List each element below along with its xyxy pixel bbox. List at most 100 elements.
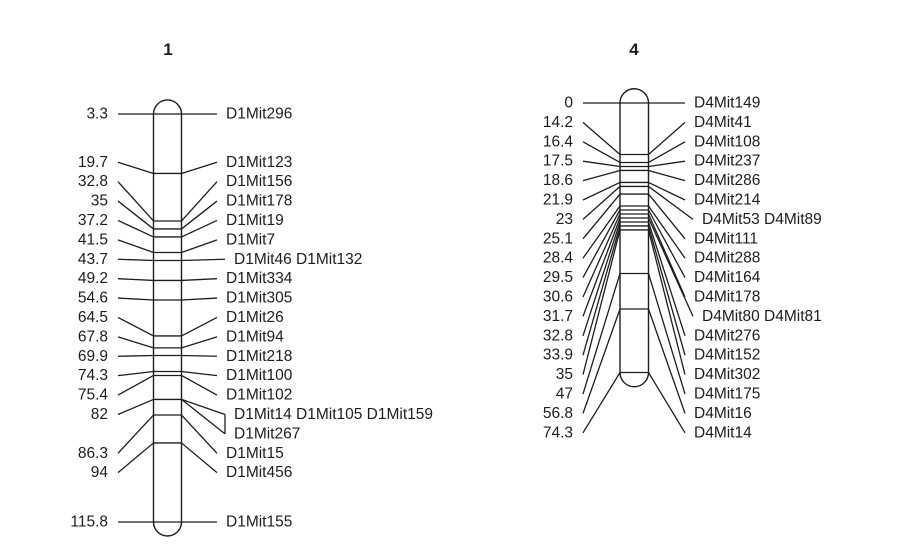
position-label: 47: [556, 386, 573, 403]
connector-line-left: [117, 297, 154, 301]
connector-line-left: [117, 200, 154, 230]
marker-label: D4Mit237: [694, 153, 760, 170]
connector-line-right: [181, 398, 226, 416]
position-label: 41.5: [78, 231, 108, 248]
marker-label: D1Mit178: [226, 193, 292, 210]
position-label: 33.9: [543, 347, 573, 364]
connector-line-left: [117, 181, 154, 222]
connector-line-right: [647, 229, 686, 375]
connector-line-left: [117, 161, 154, 175]
marker-label: D1Mit156: [226, 173, 292, 190]
connector-line-left: [582, 372, 621, 434]
connector-line-right: [647, 193, 686, 240]
connector-line-right: [648, 160, 686, 168]
marker-label: D1Mit456: [226, 464, 292, 481]
connector-line-left: [582, 205, 621, 259]
marker-label: D4Mit53 D4Mit89: [702, 211, 822, 228]
connector-line-right: [648, 141, 686, 164]
marker-label: D1Mit46 D1Mit132: [234, 251, 362, 268]
position-label: 74.3: [543, 424, 573, 441]
connector-line-left: [582, 217, 621, 317]
position-label: 0: [564, 95, 573, 112]
connector-line-right: [181, 297, 218, 301]
connector-line-left: [117, 316, 154, 337]
position-label: 56.8: [543, 405, 573, 422]
connector-line-left: [582, 193, 621, 240]
connector-line-right: [181, 370, 218, 377]
marker-label: D4Mit288: [694, 250, 760, 267]
marker-label: D4Mit80 D4Mit81: [702, 308, 822, 325]
position-label: 28.4: [543, 250, 574, 267]
connector-line-right: [647, 225, 686, 356]
position-label: 17.5: [543, 153, 573, 170]
marker-label: D4Mit152: [694, 347, 760, 364]
chromosome-4-title: 4: [629, 40, 639, 59]
connector-line-left: [117, 398, 154, 416]
connector-line-right: [181, 181, 218, 222]
connector-line-right: [648, 121, 686, 155]
marker-label: D1Mit155: [226, 514, 292, 531]
connector-line-right: [648, 169, 686, 182]
connector-line-left: [582, 185, 621, 220]
position-label: 19.7: [78, 154, 108, 171]
connector-line-left: [117, 219, 154, 238]
marker-label: D4Mit41: [694, 114, 752, 131]
connector-line-right: [647, 221, 686, 336]
position-label: 82: [91, 406, 108, 423]
connector-line-left: [582, 141, 621, 164]
marker-label: D4Mit175: [694, 386, 760, 403]
chromosome-group-4: 0 D4Mit149 14.2 D4Mit41 16.4 D4Mit108 17.5 D4Mi…: [543, 88, 822, 441]
position-label: 23: [556, 211, 573, 228]
position-label: 35: [91, 193, 108, 210]
marker-label: D1Mit305: [226, 290, 292, 307]
position-label: 94: [91, 464, 109, 481]
marker-label: D4Mit214: [694, 192, 761, 209]
connector-line-left: [117, 278, 154, 282]
marker-label: D1Mit296: [226, 105, 292, 122]
position-label: 67.8: [78, 328, 108, 345]
position-label: 37.2: [78, 212, 108, 229]
connector-line-right: [181, 258, 226, 262]
position-label: 69.9: [78, 348, 108, 365]
connector-line-right: [181, 219, 218, 238]
connector-line-right: [181, 354, 218, 357]
position-label: 31.7: [543, 308, 573, 325]
marker-label: D4Mit14: [694, 424, 752, 441]
chromosome-group-1: 3.3 D1Mit296 19.7 D1Mit123 32.8 D1Mit156 35 D1M…: [70, 99, 433, 537]
connector-line-right: [181, 239, 218, 254]
connector-line-right: [647, 205, 686, 259]
position-label: 43.7: [78, 251, 108, 268]
connector-line-left: [117, 414, 154, 454]
position-label: 49.2: [78, 270, 108, 287]
marker-label: D1Mit218: [226, 348, 292, 365]
position-label: 64.5: [78, 309, 108, 326]
connector-line-left: [582, 160, 621, 168]
position-label: 54.6: [78, 290, 108, 307]
connector-line-left: [582, 225, 621, 356]
marker-label: D4Mit111: [694, 230, 758, 247]
connector-line-right: [648, 185, 694, 220]
marker-label: D4Mit178: [694, 289, 760, 306]
position-label: 75.4: [78, 387, 109, 404]
position-label: 86.3: [78, 445, 108, 462]
connector-line-right: [647, 217, 694, 317]
connector-line-right: [647, 273, 686, 395]
marker-label: D1Mit19: [226, 212, 284, 229]
connector-line-left: [582, 229, 621, 375]
marker-label: D1Mit334: [226, 270, 293, 287]
connector-line-right: [181, 442, 218, 474]
connector-line-left: [117, 442, 154, 474]
connector-line-right: [647, 213, 686, 298]
position-label: 29.5: [543, 269, 573, 286]
connector-line-right: [181, 316, 218, 337]
connector-line-left: [117, 354, 154, 357]
connector-line-left: [582, 169, 621, 182]
connector-line-right: [181, 398, 226, 435]
position-label: 3.3: [86, 105, 108, 122]
marker-label: D1Mit14 D1Mit105 D1Mit159: [234, 406, 433, 423]
position-label: 32.8: [543, 327, 573, 344]
connector-line-left: [582, 209, 621, 278]
connector-line-left: [117, 374, 154, 396]
connector-line-right: [181, 161, 218, 175]
